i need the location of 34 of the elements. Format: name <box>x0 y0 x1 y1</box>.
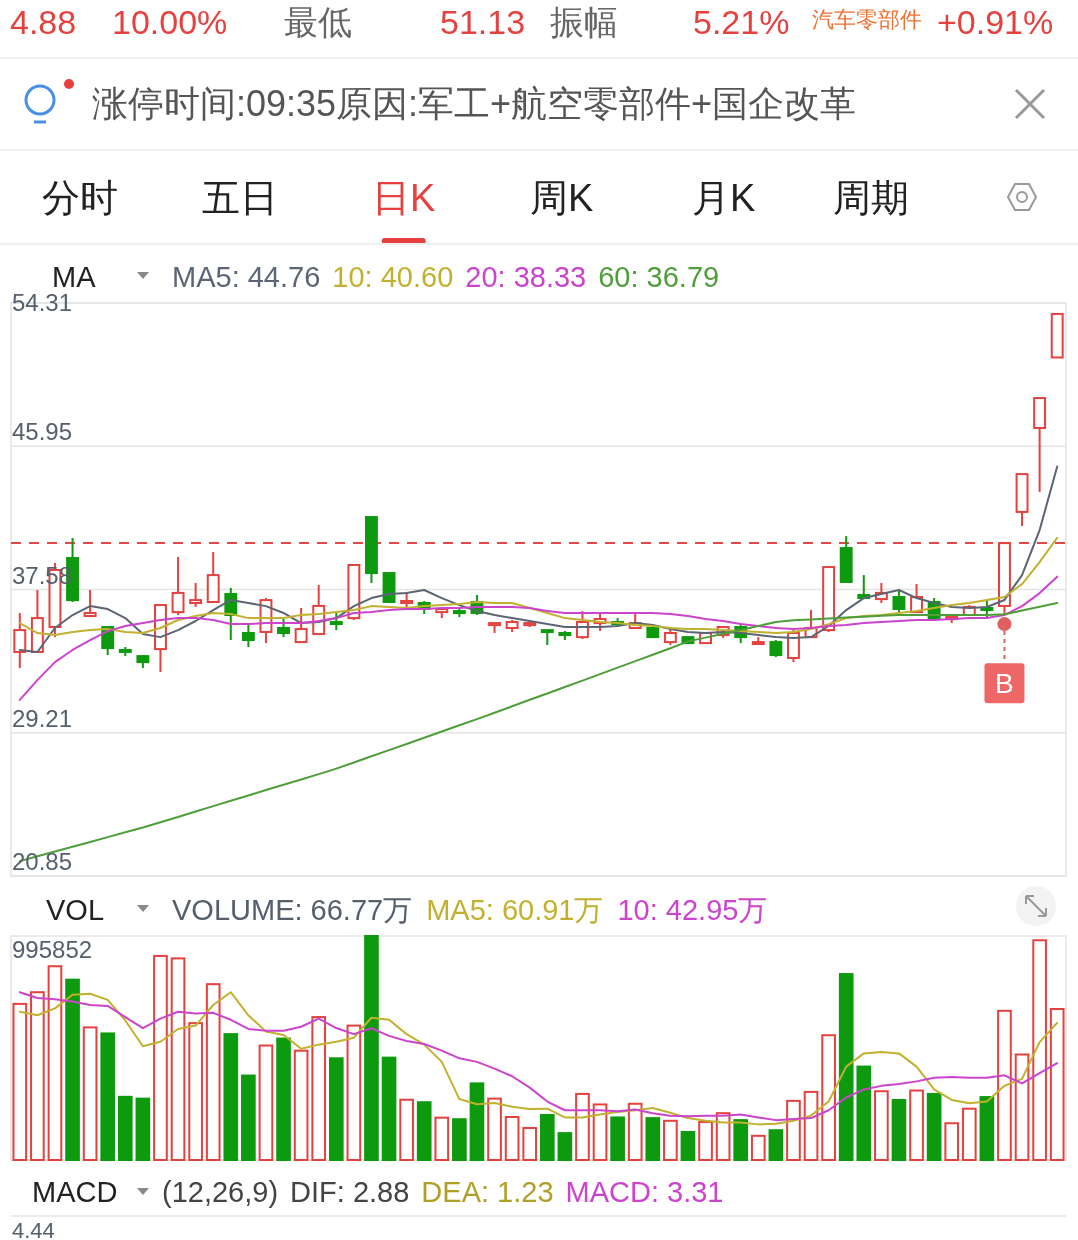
text: DEA: 1.23 <box>421 1176 554 1208</box>
text: 月K <box>692 177 756 219</box>
annotation: 995852 <box>12 936 93 963</box>
text: 20: 38.33 <box>465 261 587 293</box>
text: 日K <box>372 177 436 219</box>
text: 周K <box>530 177 594 219</box>
text: 5.21% <box>693 3 790 41</box>
text: 涨停时间:09:35原因:军工+航空零部件+国企改革 <box>92 83 857 124</box>
text: 51.13 <box>440 3 526 41</box>
text: 4.44 <box>12 1218 55 1240</box>
text: 分时 <box>42 177 118 219</box>
text: 10: 42.95万 <box>617 894 768 926</box>
y-tick-label: 45.95 <box>12 418 73 446</box>
text: MACD: 3.31 <box>565 1176 724 1208</box>
y-tick-label: 20.85 <box>12 848 73 875</box>
text: 最低 <box>284 3 352 41</box>
text: 汽车零部件 <box>812 7 922 32</box>
chart-title: VOL <box>46 894 105 926</box>
y-tick-label: 29.21 <box>12 704 73 732</box>
text: MA5: 44.76 <box>172 261 321 293</box>
text: 60: 36.79 <box>598 261 720 293</box>
text: +0.91% <box>937 3 1054 41</box>
annotation: B <box>995 668 1014 700</box>
text: 周期 <box>833 177 909 219</box>
text: 10.00% <box>112 3 228 41</box>
text: DIF: 2.88 <box>290 1176 410 1208</box>
text: 10: 40.60 <box>332 261 454 293</box>
text: 振幅 <box>550 3 618 41</box>
text: MACD <box>32 1176 118 1208</box>
text: 4.88 <box>10 3 77 41</box>
series-label: VOLUME: 66.77万 <box>172 894 413 926</box>
text: MA5: 60.91万 <box>426 894 604 926</box>
text: (12,26,9) <box>162 1176 279 1208</box>
text: 五日 <box>202 177 278 219</box>
